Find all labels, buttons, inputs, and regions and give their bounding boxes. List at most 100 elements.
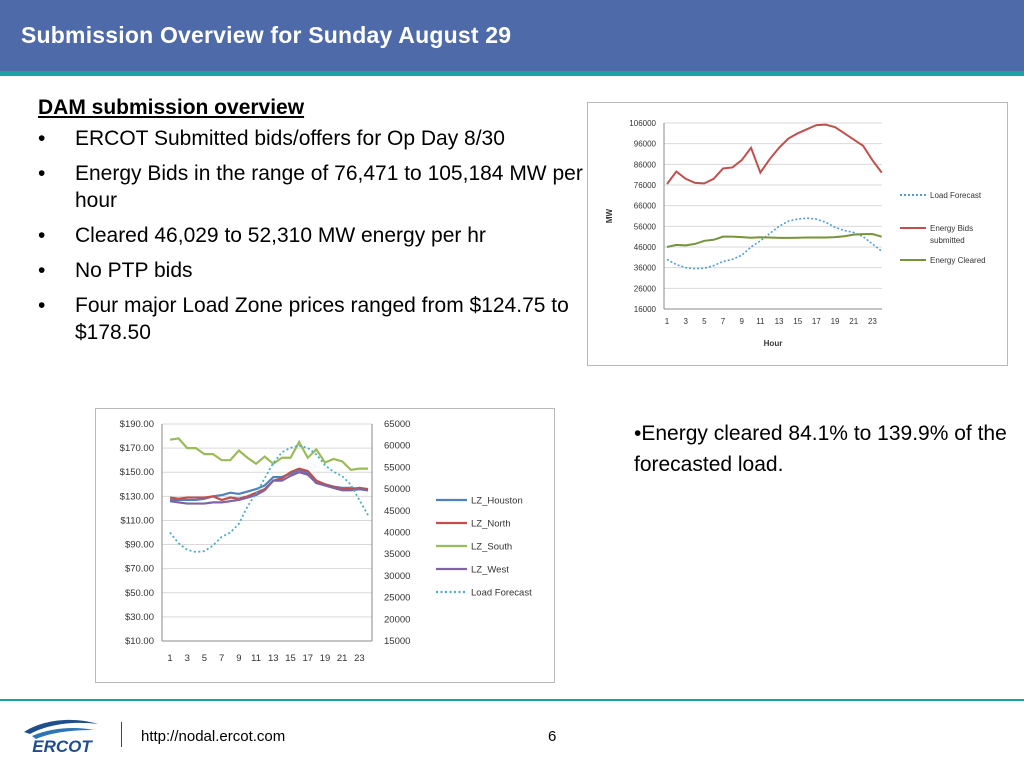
y-tick-label: $90.00 xyxy=(125,540,154,551)
bullet-item: • Four major Load Zone prices ranged from… xyxy=(38,292,583,346)
y-tick-label: $150.00 xyxy=(120,467,154,478)
x-tick-label: 9 xyxy=(739,317,744,326)
x-tick-label: 11 xyxy=(756,317,765,326)
slide-title: Submission Overview for Sunday August 29 xyxy=(21,22,512,48)
footer-url[interactable]: http://nodal.ercot.com xyxy=(141,728,286,745)
x-tick-label: 1 xyxy=(167,653,172,664)
x-tick-label: 11 xyxy=(251,653,261,664)
x-axis-title: Hour xyxy=(764,339,783,348)
y2-tick-label: 65000 xyxy=(384,419,410,430)
x-tick-label: 13 xyxy=(268,653,279,664)
y2-tick-label: 40000 xyxy=(384,528,410,539)
y-tick-label: $130.00 xyxy=(120,491,154,502)
x-tick-label: 17 xyxy=(302,653,313,664)
y-tick-label: 56000 xyxy=(634,222,657,231)
series-line xyxy=(666,217,883,270)
footer-divider xyxy=(0,699,1024,701)
load-zone-price-chart: $190.00 $170.00 $150.00 $130.00 $110.00 $90.0… xyxy=(95,408,555,683)
series-line xyxy=(169,437,368,471)
y-tick-label: 76000 xyxy=(634,181,657,190)
energy-cleared-note: •Energy cleared 84.1% to 139.9% of the f… xyxy=(634,422,1007,476)
bullet-text: Four major Load Zone prices ranged from … xyxy=(75,294,569,344)
logo-text: ERCOT xyxy=(32,737,93,756)
y-tick-label: $110.00 xyxy=(120,515,154,526)
bullet-dot: • xyxy=(38,294,46,317)
x-tick-label: 3 xyxy=(683,317,688,326)
series-line xyxy=(666,232,883,248)
series-line xyxy=(169,471,369,505)
series-line xyxy=(169,444,369,553)
legend-label: Energy Cleared xyxy=(930,256,986,265)
energy-bids-chart: 106000 96000 86000 76000 66000 56000 46000 3600… xyxy=(587,102,1008,366)
x-tick-label: 3 xyxy=(185,653,190,664)
bullet-list: • ERCOT Submitted bids/offers for Op Day … xyxy=(38,125,583,346)
bullet-item: • ERCOT Submitted bids/offers for Op Day … xyxy=(38,125,583,152)
x-tick-label: 19 xyxy=(831,317,840,326)
y2-tick-label: 55000 xyxy=(384,462,410,473)
bullet-dot: • xyxy=(38,127,46,150)
y-tick-label: 26000 xyxy=(634,284,657,293)
legend-label: LZ_Houston xyxy=(471,496,523,507)
x-tick-label: 13 xyxy=(775,317,784,326)
footer-separator xyxy=(121,722,122,747)
x-tick-label: 7 xyxy=(219,653,224,664)
y-tick-label: 16000 xyxy=(634,305,657,314)
y2-tick-label: 30000 xyxy=(384,571,410,582)
y-tick-label: $190.00 xyxy=(120,419,154,430)
y-tick-label: $10.00 xyxy=(125,636,154,647)
y-tick-label: 106000 xyxy=(629,119,656,128)
legend-label: LZ_South xyxy=(471,542,512,553)
x-tick-label: 23 xyxy=(868,317,877,326)
x-tick-label: 21 xyxy=(849,317,858,326)
y-tick-label: 36000 xyxy=(634,264,657,273)
legend-label: Energy Bids xyxy=(930,224,973,233)
x-tick-label: 17 xyxy=(812,317,821,326)
section-heading: DAM submission overview xyxy=(38,96,305,119)
legend-label: LZ_West xyxy=(471,565,509,576)
bullet-dot: • xyxy=(38,162,46,185)
bullet-item: • No PTP bids xyxy=(38,257,583,284)
bullet-text: No PTP bids xyxy=(75,259,193,282)
y-tick-label: 86000 xyxy=(634,160,657,169)
y2-tick-label: 50000 xyxy=(384,484,410,495)
legend-label: LZ_North xyxy=(471,519,511,530)
y-tick-label: 96000 xyxy=(634,140,657,149)
x-tick-label: 5 xyxy=(702,317,707,326)
legend-label: submitted xyxy=(930,236,965,245)
x-tick-label: 19 xyxy=(320,653,331,664)
y2-tick-label: 20000 xyxy=(384,614,410,625)
legend-label: Load Forecast xyxy=(471,588,532,599)
x-tick-label: 5 xyxy=(202,653,207,664)
bullet-text: ERCOT Submitted bids/offers for Op Day 8… xyxy=(75,127,505,150)
bullet-dot: • xyxy=(38,259,46,282)
y2-tick-label: 45000 xyxy=(384,506,410,517)
energy-bids-chart-svg: 106000 96000 86000 76000 66000 56000 46000 3600… xyxy=(605,119,986,348)
x-tick-label: 23 xyxy=(354,653,365,664)
y-tick-label: $50.00 xyxy=(125,588,154,599)
y-tick-label: $70.00 xyxy=(125,564,154,575)
x-tick-label: 9 xyxy=(236,653,241,664)
y-axis-title: MW xyxy=(605,208,614,223)
page-number: 6 xyxy=(548,728,557,745)
bullet-text: Cleared 46,029 to 52,310 MW energy per h… xyxy=(75,224,486,247)
bullet-dot: • xyxy=(38,224,46,247)
x-tick-label: 21 xyxy=(337,653,348,664)
y2-tick-label: 25000 xyxy=(384,593,410,604)
series-line xyxy=(666,123,883,185)
y-tick-label: 46000 xyxy=(634,243,657,252)
title-stripe xyxy=(0,71,1024,76)
y-tick-label: 66000 xyxy=(634,202,657,211)
bullet-item: • Cleared 46,029 to 52,310 MW energy per … xyxy=(38,222,583,249)
y-tick-label: $30.00 xyxy=(125,612,154,623)
bullet-item: • Energy Bids in the range of 76,471 to 1… xyxy=(38,160,583,214)
ercot-logo: ERCOT xyxy=(22,712,102,756)
x-tick-label: 15 xyxy=(285,653,296,664)
bullet-text: Energy Bids in the range of 76,471 to 10… xyxy=(75,162,583,212)
legend-label: Load Forecast xyxy=(930,191,982,200)
x-tick-label: 1 xyxy=(665,317,670,326)
y-tick-label: $170.00 xyxy=(120,443,154,454)
y2-tick-label: 35000 xyxy=(384,549,410,560)
x-tick-label: 15 xyxy=(793,317,802,326)
x-tick-label: 7 xyxy=(721,317,726,326)
y2-tick-label: 60000 xyxy=(384,441,410,452)
